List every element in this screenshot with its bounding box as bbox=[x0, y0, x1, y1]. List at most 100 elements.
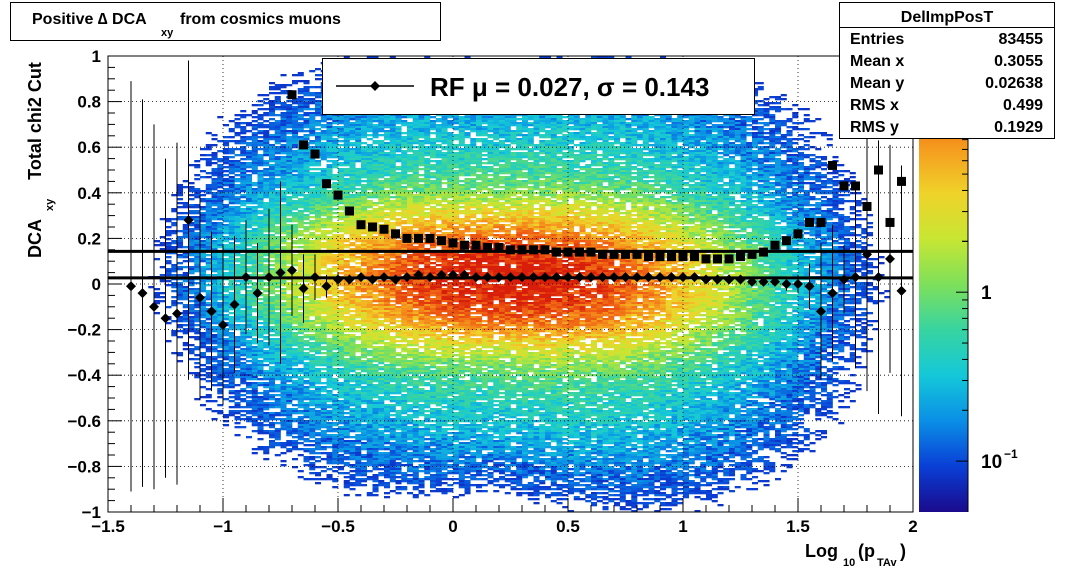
heatmap-cell bbox=[355, 402, 362, 405]
heatmap-cell bbox=[372, 422, 379, 425]
heatmap-cell bbox=[338, 360, 345, 363]
heatmap-cell bbox=[257, 378, 264, 381]
heatmap-cell bbox=[269, 334, 276, 337]
heatmap-cell bbox=[297, 368, 304, 371]
heatmap-cell bbox=[372, 202, 379, 205]
heatmap-cell bbox=[292, 298, 299, 301]
heatmap-cell bbox=[320, 398, 327, 401]
heatmap-cell bbox=[246, 192, 253, 195]
heatmap-cell bbox=[320, 206, 327, 209]
heatmap-cell bbox=[240, 110, 247, 113]
heatmap-cell bbox=[297, 170, 304, 173]
heatmap-cell bbox=[372, 420, 379, 423]
heatmap-cell bbox=[280, 240, 287, 243]
heatmap-cell bbox=[280, 376, 287, 379]
heatmap-cell bbox=[303, 170, 310, 173]
heatmap-cell bbox=[234, 260, 241, 263]
heatmap-cell bbox=[338, 186, 345, 189]
heatmap-cell bbox=[246, 194, 253, 197]
heatmap-cell bbox=[269, 284, 276, 287]
heatmap-cell bbox=[280, 396, 287, 399]
heatmap-cell bbox=[361, 470, 368, 473]
heatmap-cell bbox=[246, 158, 253, 161]
heatmap-cell bbox=[303, 88, 310, 91]
heatmap-cell bbox=[240, 296, 247, 299]
heatmap-cell bbox=[366, 418, 373, 421]
heatmap-cell bbox=[332, 332, 339, 335]
heatmap-cell bbox=[228, 214, 235, 217]
heatmap-cell bbox=[320, 412, 327, 415]
heatmap-cell bbox=[332, 144, 339, 147]
heatmap-cell bbox=[240, 176, 247, 179]
heatmap-cell bbox=[320, 198, 327, 201]
heatmap-cell bbox=[234, 324, 241, 327]
heatmap-cell bbox=[343, 374, 350, 377]
heatmap-cell bbox=[274, 368, 281, 371]
heatmap-cell bbox=[280, 148, 287, 151]
heatmap-cell bbox=[286, 124, 293, 127]
heatmap-cell bbox=[274, 100, 281, 103]
heatmap-cell bbox=[309, 158, 316, 161]
heatmap-cell bbox=[280, 420, 287, 423]
heatmap-cell bbox=[205, 338, 212, 341]
heatmap-cell bbox=[246, 212, 253, 215]
heatmap-cell bbox=[315, 306, 322, 309]
heatmap-cell bbox=[280, 180, 287, 183]
heatmap-cell bbox=[177, 256, 184, 259]
heatmap-cell bbox=[194, 310, 201, 313]
heatmap-cell bbox=[223, 424, 230, 427]
heatmap-cell bbox=[315, 172, 322, 175]
heatmap-cell bbox=[280, 308, 287, 311]
heatmap-cell bbox=[269, 164, 276, 167]
heatmap-cell bbox=[309, 344, 316, 347]
heatmap-cell bbox=[326, 430, 333, 433]
heatmap-cell bbox=[338, 416, 345, 419]
heatmap-cell bbox=[269, 158, 276, 161]
heatmap-cell bbox=[355, 416, 362, 419]
heatmap-cell bbox=[303, 328, 310, 331]
heatmap-cell bbox=[211, 186, 218, 189]
heatmap-cell bbox=[274, 444, 281, 447]
heatmap-cell bbox=[263, 420, 270, 423]
heatmap-cell bbox=[286, 168, 293, 171]
heatmap-cell bbox=[246, 392, 253, 395]
heatmap-cell bbox=[372, 204, 379, 207]
heatmap-cell bbox=[297, 184, 304, 187]
heatmap-cell bbox=[361, 304, 368, 307]
heatmap-cell bbox=[297, 360, 304, 363]
heatmap-cell bbox=[297, 324, 304, 327]
heatmap-cell bbox=[257, 136, 264, 139]
heatmap-cell bbox=[234, 134, 241, 137]
heatmap-cell bbox=[188, 222, 195, 225]
heatmap-cell bbox=[205, 260, 212, 263]
heatmap-cell bbox=[309, 282, 316, 285]
heatmap-cell bbox=[240, 216, 247, 219]
heatmap-cell bbox=[297, 336, 304, 339]
heatmap-cell bbox=[274, 436, 281, 439]
heatmap-cell bbox=[274, 342, 281, 345]
heatmap-cell bbox=[361, 416, 368, 419]
heatmap-cell bbox=[257, 108, 264, 111]
heatmap-cell bbox=[286, 110, 293, 113]
heatmap-cell bbox=[349, 170, 356, 173]
heatmap-cell bbox=[228, 150, 235, 153]
heatmap-cell bbox=[188, 268, 195, 271]
heatmap-cell bbox=[315, 100, 322, 103]
heatmap-cell bbox=[303, 270, 310, 273]
heatmap-cell bbox=[240, 246, 247, 249]
heatmap-cell bbox=[165, 226, 172, 229]
heatmap-cell bbox=[372, 286, 379, 289]
heatmap-cell bbox=[355, 360, 362, 363]
heatmap-cell bbox=[332, 126, 339, 129]
heatmap-cell bbox=[246, 340, 253, 343]
heatmap-cell bbox=[223, 156, 230, 159]
heatmap-cell bbox=[332, 344, 339, 347]
heatmap-cell bbox=[274, 242, 281, 245]
heatmap-cell bbox=[303, 258, 310, 261]
heatmap-cell bbox=[263, 308, 270, 311]
heatmap-cell bbox=[338, 374, 345, 377]
heatmap-cell bbox=[303, 190, 310, 193]
heatmap-cell bbox=[315, 264, 322, 267]
heatmap-cell bbox=[188, 296, 195, 299]
heatmap-cell bbox=[372, 494, 379, 497]
